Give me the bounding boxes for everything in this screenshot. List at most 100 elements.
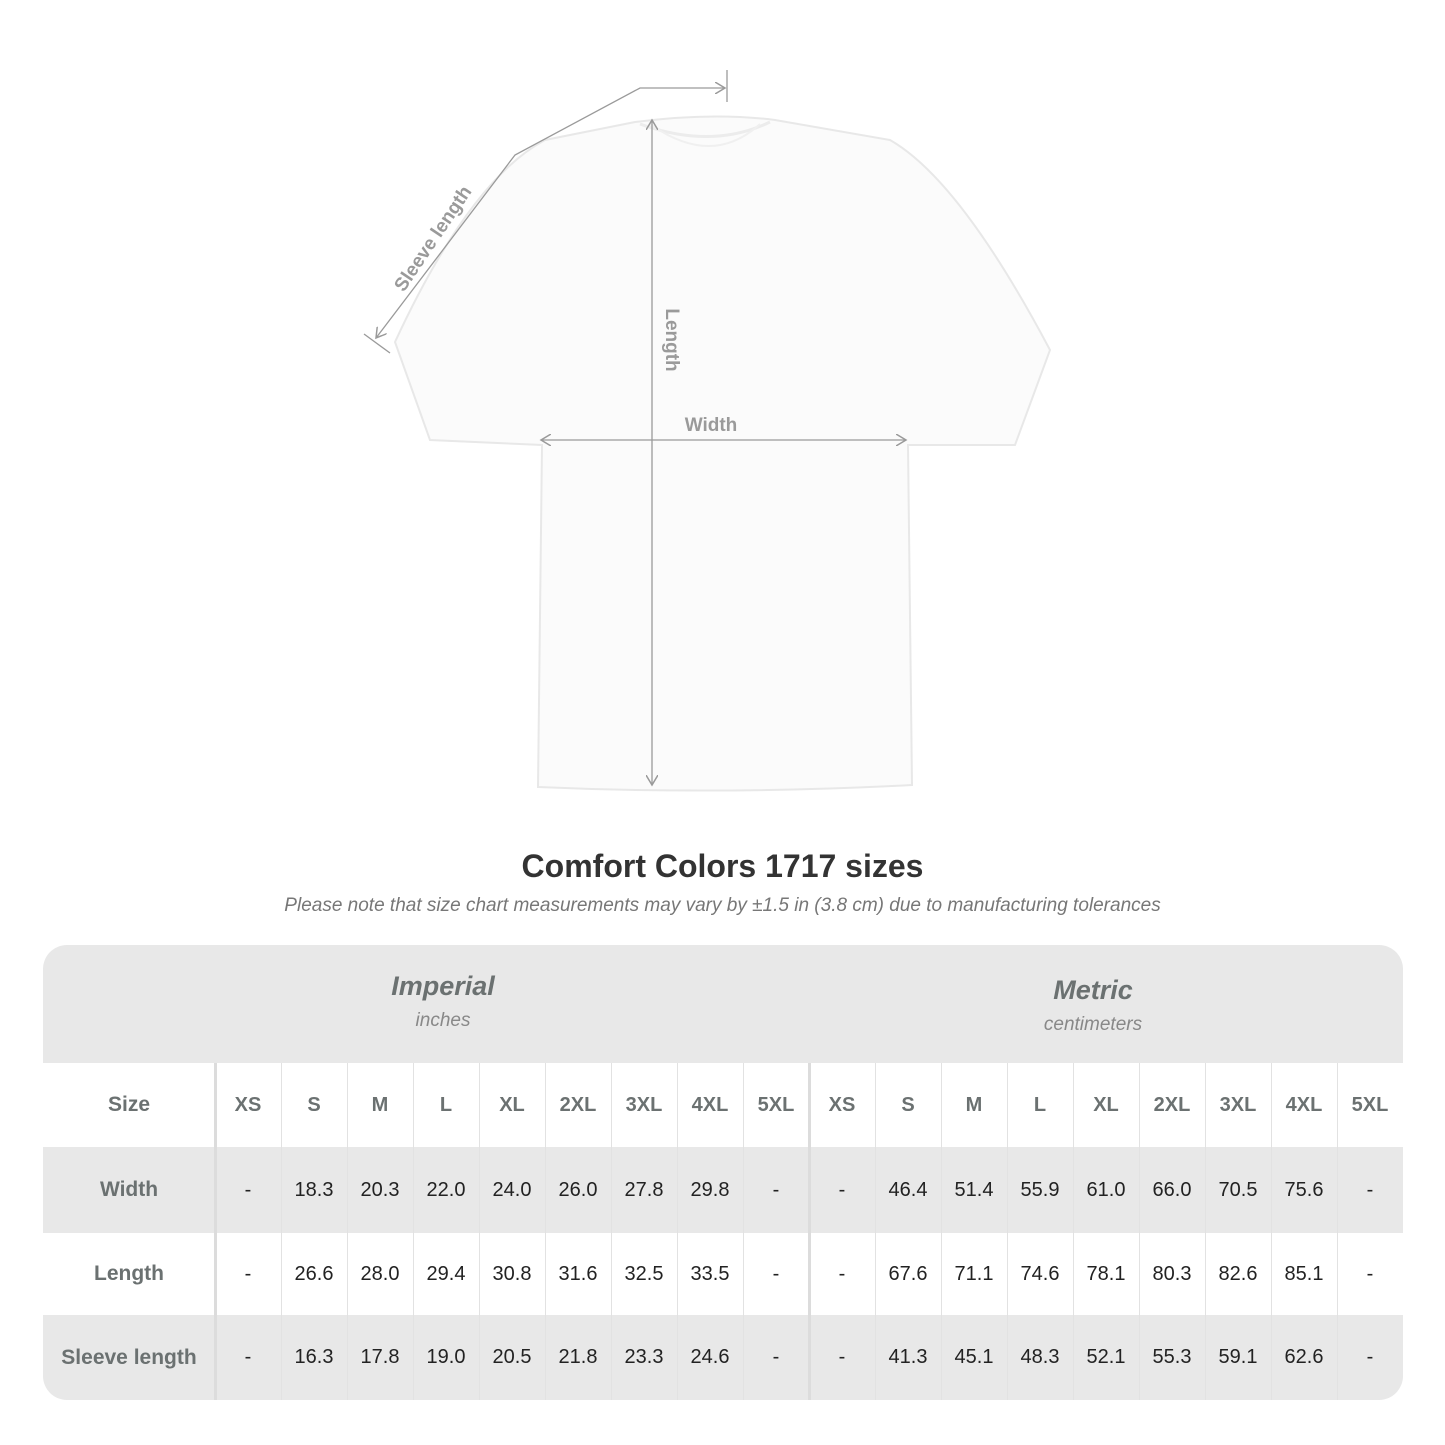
- table-cell-metric: 59.1: [1218, 1346, 1258, 1368]
- table-cell-imperial: 27.8: [624, 1178, 664, 1201]
- imperial-title: Imperial: [391, 971, 495, 1001]
- imperial-unit: inches: [415, 1010, 471, 1031]
- size-header: Size: [107, 1093, 151, 1116]
- page-title: Comfort Colors 1717 sizes: [521, 848, 924, 884]
- table-row: Sleeve length - 16.3 17.8 19.0 20.5 21.8 23.3 24…: [43, 1315, 1403, 1400]
- table-cell-metric: 75.6: [1284, 1178, 1324, 1201]
- table-cell-metric: -: [1366, 1178, 1374, 1201]
- row-label: Width: [99, 1178, 159, 1201]
- table-cell-metric: -: [838, 1346, 846, 1368]
- table-cell-imperial: 30.8: [492, 1262, 532, 1285]
- column-divider: [281, 1063, 282, 1400]
- table-cell-imperial: 22.0: [426, 1178, 466, 1201]
- size-header-imperial-5xl: 5XL: [757, 1093, 795, 1116]
- table-cell-metric: -: [838, 1178, 846, 1201]
- column-divider: [1205, 1063, 1206, 1400]
- table-row: Width - 18.3 20.3 22.0 24.0 26.0 27.8 29.8 - - 46.4…: [43, 1147, 1403, 1233]
- table-cell-imperial: 29.4: [426, 1262, 466, 1285]
- table-cell-imperial: -: [244, 1346, 252, 1368]
- column-divider: [413, 1063, 414, 1400]
- table-cell-imperial: 19.0: [426, 1346, 466, 1368]
- column-divider: [875, 1063, 876, 1400]
- table-cell-imperial: -: [772, 1346, 780, 1368]
- size-header-metric-s: S: [901, 1093, 915, 1116]
- size-header-metric-xs: XS: [828, 1093, 856, 1116]
- row-label: Length: [94, 1262, 164, 1285]
- table-cell-imperial: 31.6: [558, 1262, 598, 1285]
- tolerance-note: Please note that size chart measurements…: [284, 895, 1161, 916]
- table-cell-metric: 70.5: [1218, 1178, 1258, 1201]
- table-cell-metric: 66.0: [1152, 1178, 1192, 1201]
- table-cell-imperial: -: [244, 1178, 252, 1201]
- table-cell-imperial: 20.3: [360, 1178, 400, 1201]
- metric-title: Metric: [1053, 975, 1133, 1005]
- tshirt-diagram: Sleeve length Length Width: [363, 70, 1052, 792]
- sleeve-measure-line: [363, 70, 728, 354]
- width-label: Width: [685, 415, 738, 436]
- table-cell-imperial: 24.0: [492, 1178, 532, 1201]
- table-cell-metric: 85.1: [1284, 1262, 1324, 1285]
- table-cell-imperial: -: [772, 1262, 780, 1285]
- size-header-imperial-l: L: [439, 1093, 453, 1116]
- column-divider: [677, 1063, 678, 1400]
- table-cell-metric: 48.3: [1020, 1346, 1060, 1368]
- column-divider: [611, 1063, 612, 1400]
- table-cell-metric: 74.6: [1020, 1262, 1060, 1285]
- table-cell-metric: 71.1: [954, 1262, 994, 1285]
- column-divider: [479, 1063, 480, 1400]
- table-cell-metric: 80.3: [1152, 1262, 1192, 1285]
- size-header-row: Size XS S M L XL 2XL 3XL 4XL 5XL XS S M L XL 2XL 3XL 4XL…: [43, 1063, 1403, 1147]
- length-label: Length: [661, 308, 682, 371]
- metric-header: Metric centimeters: [893, 975, 1293, 1036]
- column-divider: [1007, 1063, 1008, 1400]
- table-cell-imperial: 29.8: [690, 1178, 730, 1201]
- size-header-imperial-2xl: 2XL: [559, 1093, 597, 1116]
- size-header-metric-m: M: [965, 1093, 983, 1116]
- table-cell-imperial: 26.0: [558, 1178, 598, 1201]
- column-divider: [214, 1063, 217, 1400]
- size-table: Imperial inches Metric centimeters Size …: [43, 945, 1403, 1400]
- size-header-imperial-m: M: [371, 1093, 389, 1116]
- size-header-metric-2xl: 2XL: [1153, 1093, 1191, 1116]
- table-cell-imperial: 21.8: [558, 1346, 598, 1368]
- table-cell-metric: -: [838, 1262, 846, 1285]
- table-cell-metric: -: [1366, 1346, 1374, 1368]
- table-cell-metric: 51.4: [954, 1178, 994, 1201]
- column-divider: [1337, 1063, 1338, 1400]
- unit-header-band: [43, 945, 1403, 1063]
- size-header-imperial-xs: XS: [234, 1093, 262, 1116]
- table-cell-imperial: 28.0: [360, 1262, 400, 1285]
- size-header-imperial-xl: XL: [499, 1093, 525, 1116]
- column-divider: [347, 1063, 348, 1400]
- table-cell-metric: 61.0: [1086, 1178, 1126, 1201]
- imperial-header: Imperial inches: [243, 971, 643, 1032]
- table-cell-metric: 41.3: [888, 1346, 928, 1368]
- row-band: [43, 1315, 1403, 1400]
- table-cell-metric: -: [1366, 1262, 1374, 1285]
- table-cell-imperial: 17.8: [360, 1346, 400, 1368]
- table-cell-imperial: -: [244, 1262, 252, 1285]
- table-cell-metric: 46.4: [888, 1178, 928, 1201]
- table-cell-imperial: 26.6: [294, 1262, 334, 1285]
- size-header-imperial-4xl: 4XL: [691, 1093, 729, 1116]
- table-cell-metric: 78.1: [1086, 1262, 1126, 1285]
- table-cell-imperial: 24.6: [690, 1346, 730, 1368]
- column-divider: [808, 1063, 811, 1400]
- table-cell-metric: 45.1: [954, 1346, 994, 1368]
- size-header-metric-3xl: 3XL: [1219, 1093, 1257, 1116]
- column-divider: [1271, 1063, 1272, 1400]
- column-divider: [743, 1063, 744, 1400]
- table-cell-imperial: 33.5: [690, 1262, 730, 1285]
- table-cell-imperial: 18.3: [294, 1178, 334, 1201]
- column-divider: [545, 1063, 546, 1400]
- table-cell-imperial: 20.5: [492, 1346, 532, 1368]
- table-cell-metric: 52.1: [1086, 1346, 1126, 1368]
- table-row: Length - 26.6 28.0 29.4 30.8 31.6 32.5 33.5 - - 67.…: [43, 1233, 1403, 1315]
- table-cell-metric: 67.6: [888, 1262, 928, 1285]
- column-divider: [941, 1063, 942, 1400]
- size-header-metric-l: L: [1033, 1093, 1047, 1116]
- table-cell-imperial: 16.3: [294, 1346, 334, 1368]
- size-header-imperial-s: S: [307, 1093, 321, 1116]
- table-cell-metric: 55.3: [1152, 1346, 1192, 1368]
- size-header-metric-4xl: 4XL: [1285, 1093, 1323, 1116]
